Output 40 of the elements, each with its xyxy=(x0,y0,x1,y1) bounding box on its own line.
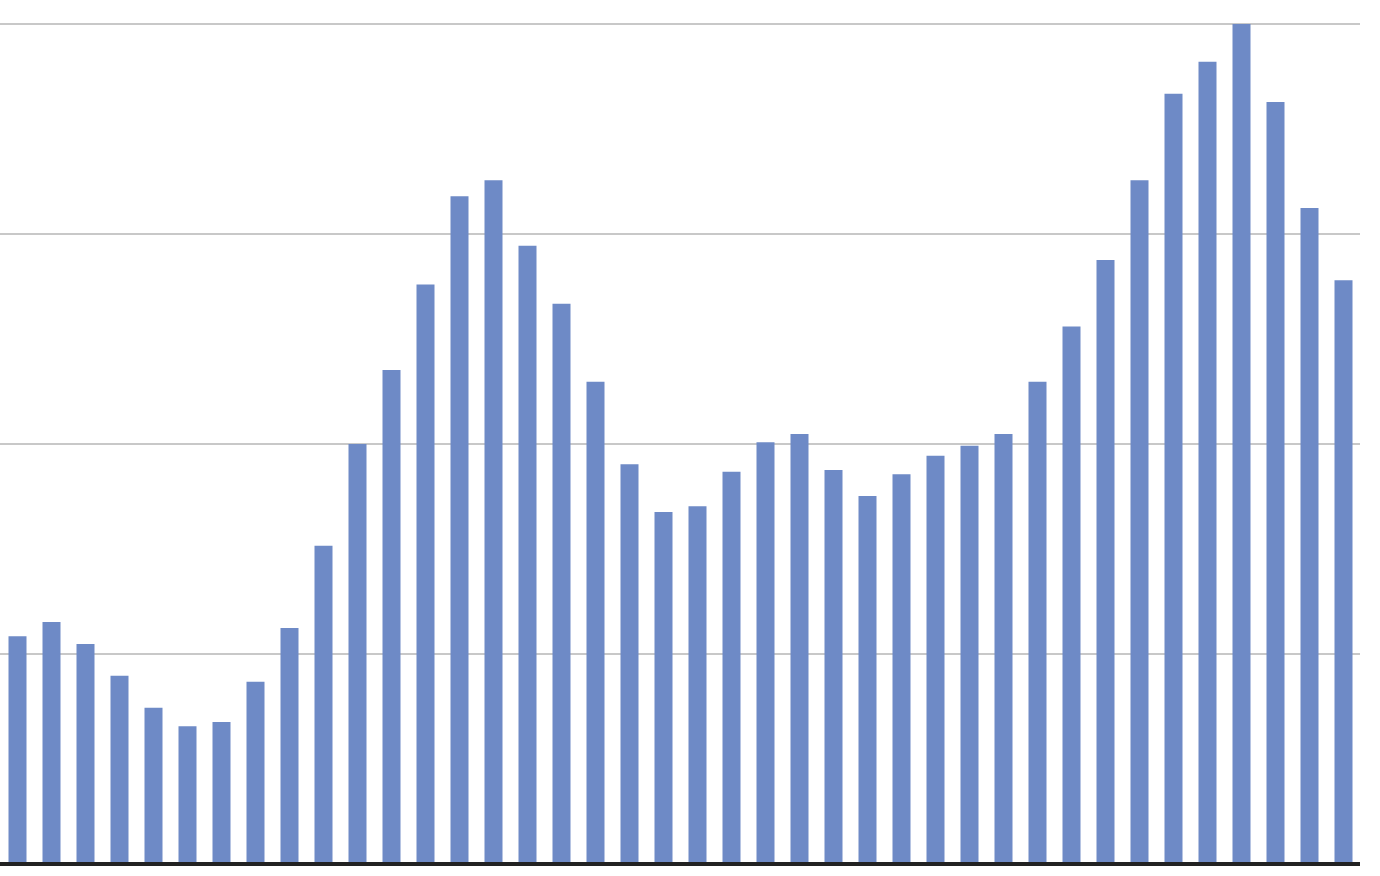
bar xyxy=(212,722,231,864)
bar xyxy=(246,681,265,864)
bar xyxy=(76,643,95,864)
bar xyxy=(1334,280,1353,864)
bar xyxy=(552,303,571,864)
bar xyxy=(314,545,333,864)
bar xyxy=(620,464,639,864)
bar xyxy=(1266,102,1285,864)
bar xyxy=(382,370,401,864)
bar xyxy=(824,470,843,864)
bar xyxy=(348,444,367,864)
bar xyxy=(450,196,469,864)
bar xyxy=(1300,207,1319,864)
bar xyxy=(926,455,945,864)
bar xyxy=(688,506,707,864)
bar xyxy=(178,726,197,864)
bar xyxy=(790,433,809,864)
bar xyxy=(994,433,1013,864)
bar xyxy=(756,442,775,864)
bar xyxy=(1096,260,1115,864)
bar xyxy=(722,471,741,864)
bar xyxy=(1164,93,1183,864)
bar xyxy=(280,627,299,864)
bar xyxy=(144,707,163,864)
bar xyxy=(42,622,61,864)
bar xyxy=(518,245,537,864)
bar xyxy=(654,512,673,864)
bar xyxy=(858,496,877,864)
bar xyxy=(586,381,605,864)
bar xyxy=(110,675,129,864)
bar xyxy=(1130,180,1149,864)
bar xyxy=(1232,24,1251,864)
bar xyxy=(416,284,435,864)
bar xyxy=(1198,61,1217,864)
bar xyxy=(8,636,27,864)
bar xyxy=(1062,326,1081,864)
bar xyxy=(960,445,979,864)
bar xyxy=(892,474,911,864)
bar xyxy=(484,180,503,864)
bar xyxy=(1028,381,1047,864)
